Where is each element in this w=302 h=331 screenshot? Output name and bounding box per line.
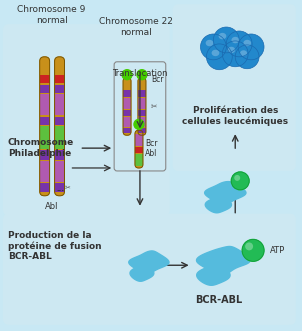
Ellipse shape [226,31,252,57]
Text: Chromosome 9
normal: Chromosome 9 normal [18,5,86,24]
Text: Prolifération des
cellules leucémiques: Prolifération des cellules leucémiques [182,106,288,126]
Bar [138,110,146,116]
Bar [55,117,65,125]
Ellipse shape [240,50,247,56]
Ellipse shape [214,27,239,53]
FancyBboxPatch shape [3,213,296,325]
Polygon shape [197,265,230,285]
Bar [138,117,146,127]
Bar [55,183,65,192]
Circle shape [245,242,253,250]
Text: ✂: ✂ [151,102,157,111]
Circle shape [242,239,264,261]
Bar [135,154,143,166]
Bar [138,128,146,133]
FancyBboxPatch shape [173,4,296,171]
Text: ATP: ATP [270,246,285,255]
Text: Abl: Abl [45,202,58,211]
Ellipse shape [212,50,219,56]
Ellipse shape [207,44,232,70]
Ellipse shape [227,47,235,53]
Bar [40,183,50,192]
Ellipse shape [231,37,239,43]
Bar [55,161,65,182]
FancyBboxPatch shape [3,24,170,215]
Bar [55,126,65,149]
Polygon shape [130,265,154,281]
Bar [123,110,131,116]
Text: Bcr: Bcr [151,75,163,84]
Bar [138,98,146,109]
FancyBboxPatch shape [138,78,146,135]
Bar [40,85,50,93]
Ellipse shape [238,34,264,60]
Bar [138,90,146,97]
Bar [40,94,50,115]
Text: Abl: Abl [145,149,157,158]
Text: ✂: ✂ [65,185,70,191]
FancyBboxPatch shape [40,57,50,196]
Bar [123,90,131,97]
Bar [135,147,143,153]
Bar [55,75,65,83]
FancyBboxPatch shape [123,78,131,135]
Text: Production de la
protéine de fusion
BCR-ABL: Production de la protéine de fusion BCR-… [8,230,101,261]
Bar [40,126,50,149]
Text: Translocation: Translocation [112,69,168,78]
Ellipse shape [219,33,226,39]
FancyBboxPatch shape [135,130,143,168]
Ellipse shape [243,40,251,46]
Circle shape [234,175,240,181]
Ellipse shape [206,40,214,46]
Circle shape [137,70,147,80]
Ellipse shape [201,34,226,60]
Circle shape [122,70,132,80]
Bar [40,75,50,83]
Bar [55,85,65,93]
Text: Bcr: Bcr [145,139,157,148]
FancyBboxPatch shape [55,57,65,196]
Bar [40,150,50,160]
Bar [40,117,50,125]
Bar [55,94,65,115]
Text: Chromosome 22
normal: Chromosome 22 normal [99,17,173,36]
Bar [123,128,131,133]
Text: Chromosome
Philadelphie: Chromosome Philadelphie [8,138,74,158]
Ellipse shape [222,41,248,67]
Ellipse shape [235,45,259,69]
Bar [123,98,131,109]
Bar [55,150,65,160]
Polygon shape [205,197,231,213]
Polygon shape [205,182,246,204]
Bar [40,161,50,182]
Polygon shape [129,251,169,274]
Bar [123,117,131,127]
Polygon shape [197,247,250,276]
Text: BCR-ABL: BCR-ABL [195,295,242,305]
Circle shape [231,172,249,190]
Circle shape [134,119,144,129]
Bar [135,134,143,147]
